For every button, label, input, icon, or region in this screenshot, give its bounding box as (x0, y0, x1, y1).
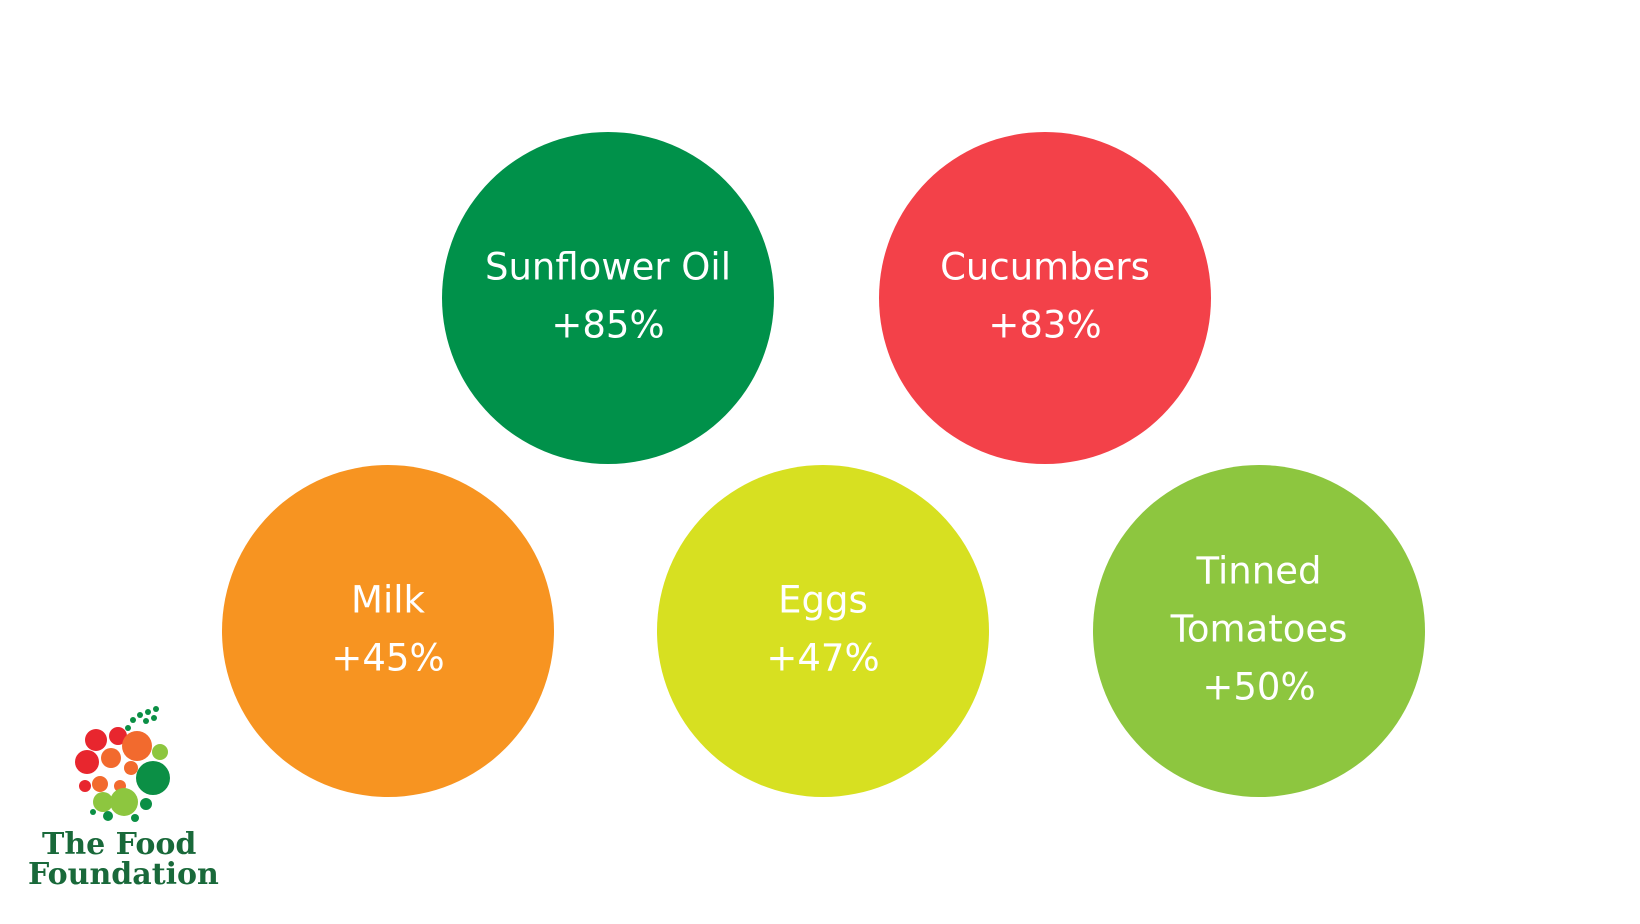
item-label: Milk (351, 579, 425, 622)
item-label: Cucumbers (940, 246, 1150, 289)
item-circle (657, 465, 989, 797)
item-circle (1093, 465, 1425, 797)
item-circle (442, 132, 774, 464)
logo-text: The Food (42, 827, 196, 862)
item-value: +85% (551, 304, 664, 347)
logo-mark (75, 706, 170, 822)
item-value: +47% (766, 637, 879, 680)
item-label: Tinned (1196, 550, 1322, 593)
item-label: Eggs (778, 579, 868, 622)
item-label: Sunflower Oil (485, 246, 731, 289)
item-value: +50% (1202, 666, 1315, 709)
item-label: Tomatoes (1170, 608, 1348, 651)
item-value: +45% (331, 637, 444, 680)
item-value: +83% (988, 304, 1101, 347)
logo-text: Foundation (28, 857, 219, 892)
item-circle (222, 465, 554, 797)
item-circle (879, 132, 1211, 464)
